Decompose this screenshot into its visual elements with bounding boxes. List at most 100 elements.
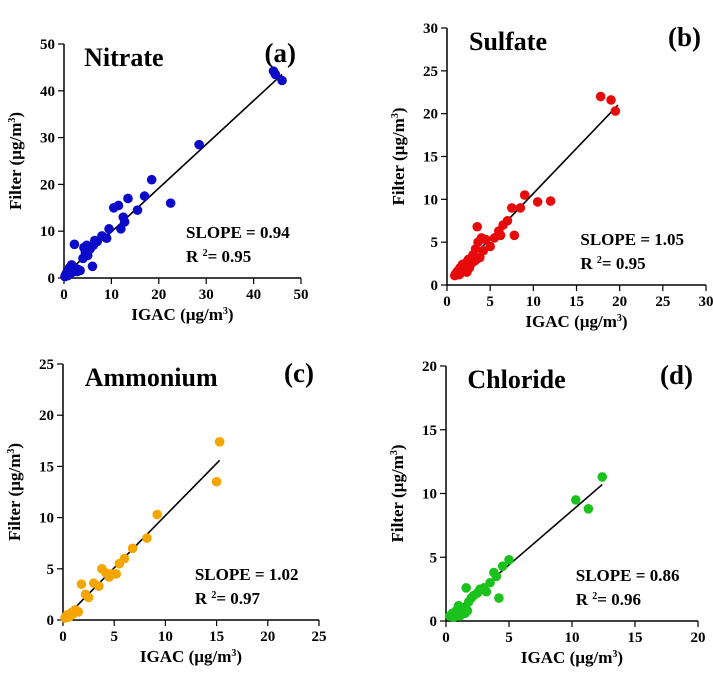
panel-title: Nitrate — [84, 43, 163, 72]
x-tick-label: 40 — [246, 287, 261, 303]
y-tick-label: 10 — [39, 511, 54, 527]
x-tick-label: 0 — [60, 287, 68, 303]
x-axis-unit-close: ) — [622, 312, 628, 331]
y-axis-unit-exponent: 3 — [7, 118, 18, 123]
data-point — [83, 592, 94, 603]
x-tick-label: 10 — [158, 629, 173, 645]
y-tick-label: 0 — [431, 278, 439, 294]
data-point — [583, 504, 594, 514]
data-point — [69, 239, 80, 250]
data-point — [146, 174, 157, 185]
r-squared-value: = 0.96 — [597, 590, 641, 609]
y-axis-title: Filter (µg/m3) — [389, 107, 408, 205]
x-tick-label: 20 — [260, 629, 275, 645]
x-tick-label: 20 — [151, 287, 166, 303]
y-tick-label: 10 — [40, 224, 55, 240]
y-tick-label: 0 — [430, 614, 438, 630]
y-tick-label: 20 — [422, 359, 437, 375]
data-point — [519, 190, 530, 200]
x-axis-title: IGAC (µg/m3) — [525, 312, 627, 331]
data-point — [75, 265, 85, 276]
data-point — [116, 224, 126, 234]
data-point — [595, 91, 606, 102]
data-point — [73, 607, 84, 617]
y-axis-unit-exponent: 3 — [389, 450, 400, 455]
y-axis-title-text: Filter (µg/m — [5, 454, 24, 541]
x-tick-label: 50 — [294, 287, 309, 303]
data-point — [277, 75, 287, 86]
x-tick-label: 25 — [655, 294, 670, 310]
x-axis-title-text: IGAC (µg/m — [140, 647, 231, 666]
data-point — [494, 593, 504, 603]
y-tick-label: 15 — [422, 423, 437, 439]
r-squared-annotation: R 2= 0.97 — [195, 589, 261, 608]
data-point — [132, 205, 143, 215]
x-tick-label: 20 — [612, 294, 627, 310]
y-tick-label: 15 — [39, 459, 54, 475]
panel-label: (c) — [284, 358, 314, 388]
y-tick-label: 25 — [39, 357, 54, 373]
data-point — [123, 193, 133, 204]
x-axis-title-text: IGAC (µg/m — [521, 648, 612, 667]
data-point — [113, 200, 124, 211]
x-axis-unit-exponent: 3 — [223, 306, 228, 317]
r-squared-value: = 0.95 — [208, 247, 252, 266]
y-tick-label: 5 — [47, 562, 55, 578]
y-tick-label: 20 — [40, 177, 55, 193]
x-tick-label: 0 — [59, 629, 67, 645]
data-point — [485, 577, 495, 588]
y-tick-label: 5 — [430, 550, 438, 566]
r-squared-exponent: 2 — [592, 591, 597, 602]
x-tick-label: 10 — [526, 294, 541, 310]
y-axis-unit-close: ) — [389, 107, 408, 113]
data-point — [119, 553, 130, 564]
r-squared-annotation: R 2= 0.96 — [576, 590, 641, 609]
panel-title: Ammonium — [85, 363, 218, 392]
x-axis-unit-close: ) — [617, 648, 623, 667]
data-point — [497, 561, 508, 571]
x-tick-label: 30 — [699, 294, 713, 310]
x-tick-label: 5 — [486, 294, 494, 310]
data-point — [485, 241, 495, 252]
r-squared-exponent: 2 — [203, 248, 208, 259]
r-squared-symbol: R — [186, 247, 203, 266]
y-axis-title-text: Filter (µg/m — [388, 455, 407, 542]
slope-annotation: SLOPE = 1.05 — [580, 230, 684, 249]
panel-label: (b) — [668, 22, 701, 52]
y-axis-unit-close: ) — [5, 443, 24, 449]
r-squared-symbol: R — [576, 590, 593, 609]
x-tick-label: 15 — [209, 629, 224, 645]
y-tick-label: 30 — [423, 21, 438, 37]
x-axis-unit-exponent: 3 — [231, 648, 236, 659]
data-point — [87, 261, 98, 272]
data-point — [506, 203, 517, 213]
y-axis-unit-exponent: 3 — [390, 113, 401, 118]
x-axis-unit-close: ) — [236, 647, 242, 666]
data-point — [111, 569, 122, 579]
y-tick-label: 10 — [422, 487, 437, 503]
x-axis-title-text: IGAC (µg/m — [525, 312, 616, 331]
x-tick-label: 25 — [312, 629, 327, 645]
x-axis-unit-exponent: 3 — [612, 649, 617, 660]
y-axis-title: Filter (µg/m3) — [5, 443, 24, 541]
data-point — [491, 571, 502, 582]
y-axis-title-text: Filter (µg/m — [6, 123, 25, 210]
x-tick-label: 10 — [104, 287, 119, 303]
data-point — [570, 495, 581, 505]
y-tick-label: 40 — [40, 84, 55, 100]
y-axis-unit-close: ) — [388, 444, 407, 450]
y-tick-label: 20 — [39, 408, 54, 424]
data-point — [545, 196, 556, 206]
y-tick-label: 25 — [423, 64, 438, 80]
y-tick-label: 15 — [423, 150, 438, 166]
x-tick-label: 15 — [569, 294, 584, 310]
x-axis-title-text: IGAC (µg/m — [131, 305, 222, 324]
data-point — [509, 230, 520, 241]
data-point — [76, 579, 87, 589]
panel-title: Chloride — [467, 365, 565, 394]
data-point — [504, 555, 514, 565]
r-squared-value: = 0.95 — [602, 254, 646, 273]
